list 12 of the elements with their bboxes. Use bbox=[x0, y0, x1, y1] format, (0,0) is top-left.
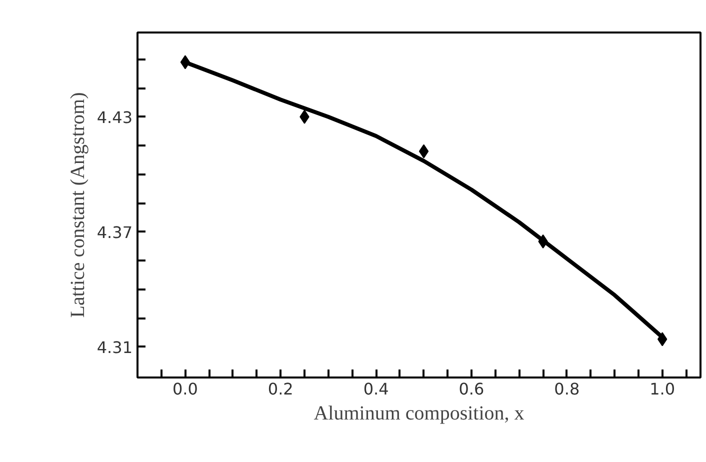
y-axis-title: Lattice constant (Angstrom) bbox=[66, 92, 89, 318]
x-axis-title: Aluminum composition, x bbox=[314, 402, 524, 424]
x-tick-label: 0.0 bbox=[172, 380, 198, 398]
x-tick-label: 0.2 bbox=[268, 380, 294, 398]
point bbox=[418, 144, 429, 158]
x-tick-label: 0.6 bbox=[458, 380, 484, 398]
x-tick-label: 0.8 bbox=[554, 380, 580, 398]
y-tick-label: 4.37 bbox=[96, 222, 132, 242]
x-tick-label: 0.4 bbox=[363, 380, 389, 398]
y-tick-label: 4.43 bbox=[96, 108, 132, 127]
y-tick-label: 4.31 bbox=[96, 338, 132, 357]
x-tick-label: 1.0 bbox=[650, 380, 676, 398]
